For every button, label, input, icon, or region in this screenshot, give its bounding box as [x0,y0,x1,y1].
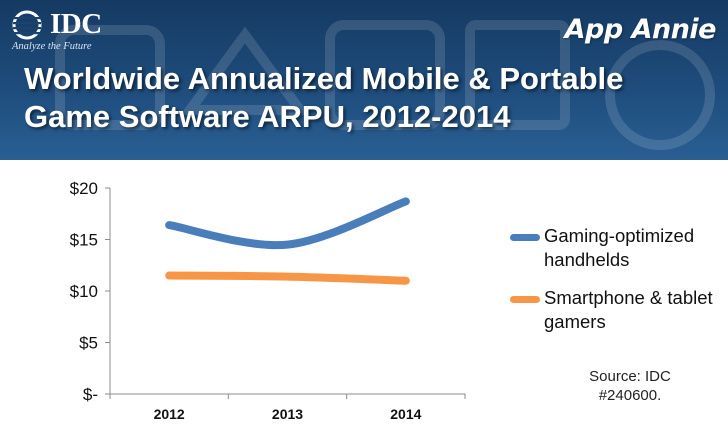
y-tick-label: $5 [79,334,98,353]
source-note: Source: IDC #240600. [540,367,720,405]
legend-label: Smartphone & tablet gamers [544,287,713,332]
idc-logo-text: IDC [50,8,102,40]
chart-series [165,197,410,285]
x-tick-label: 2014 [390,406,421,422]
legend-label: Gaming-optimized handhelds [544,225,695,270]
y-tick-label: $15 [70,231,98,250]
source-line: Source: IDC [589,368,671,385]
background-icon-pattern [55,20,715,150]
chart-tick-labels: $20 $15 $10 $5 $- 2012 2013 2014 [70,179,422,422]
x-tick-label: 2012 [154,406,185,422]
header-banner: IDC Analyze the Future App Annie Worldwi… [0,0,728,160]
series-line-0 [165,197,410,250]
legend-swatch-orange [510,296,540,303]
legend-item-smartphone: Smartphone & tablet gamers [510,286,725,334]
idc-tagline: Analyze the Future [12,41,92,52]
chart-title: Worldwide Annualized Mobile & Portable G… [24,61,624,134]
y-tick-label: $20 [70,179,98,198]
series-line-1 [165,271,410,285]
legend-swatch-blue [510,234,540,241]
x-tick-label: 2013 [272,406,303,422]
y-tick-label: $- [83,385,98,404]
idc-logo: IDC Analyze the Future [10,8,120,54]
source-id: #240600. [598,387,662,404]
chart-legend: Gaming-optimized handhelds Smartphone & … [510,224,725,348]
y-tick-label: $10 [70,282,98,301]
legend-item-handhelds: Gaming-optimized handhelds [510,224,725,272]
line-chart: $20 $15 $10 $5 $- 2012 2013 2014 [70,179,466,422]
chart-axes [105,187,466,399]
globe-icon [12,10,42,40]
app-annie-logo: App Annie [564,14,717,45]
